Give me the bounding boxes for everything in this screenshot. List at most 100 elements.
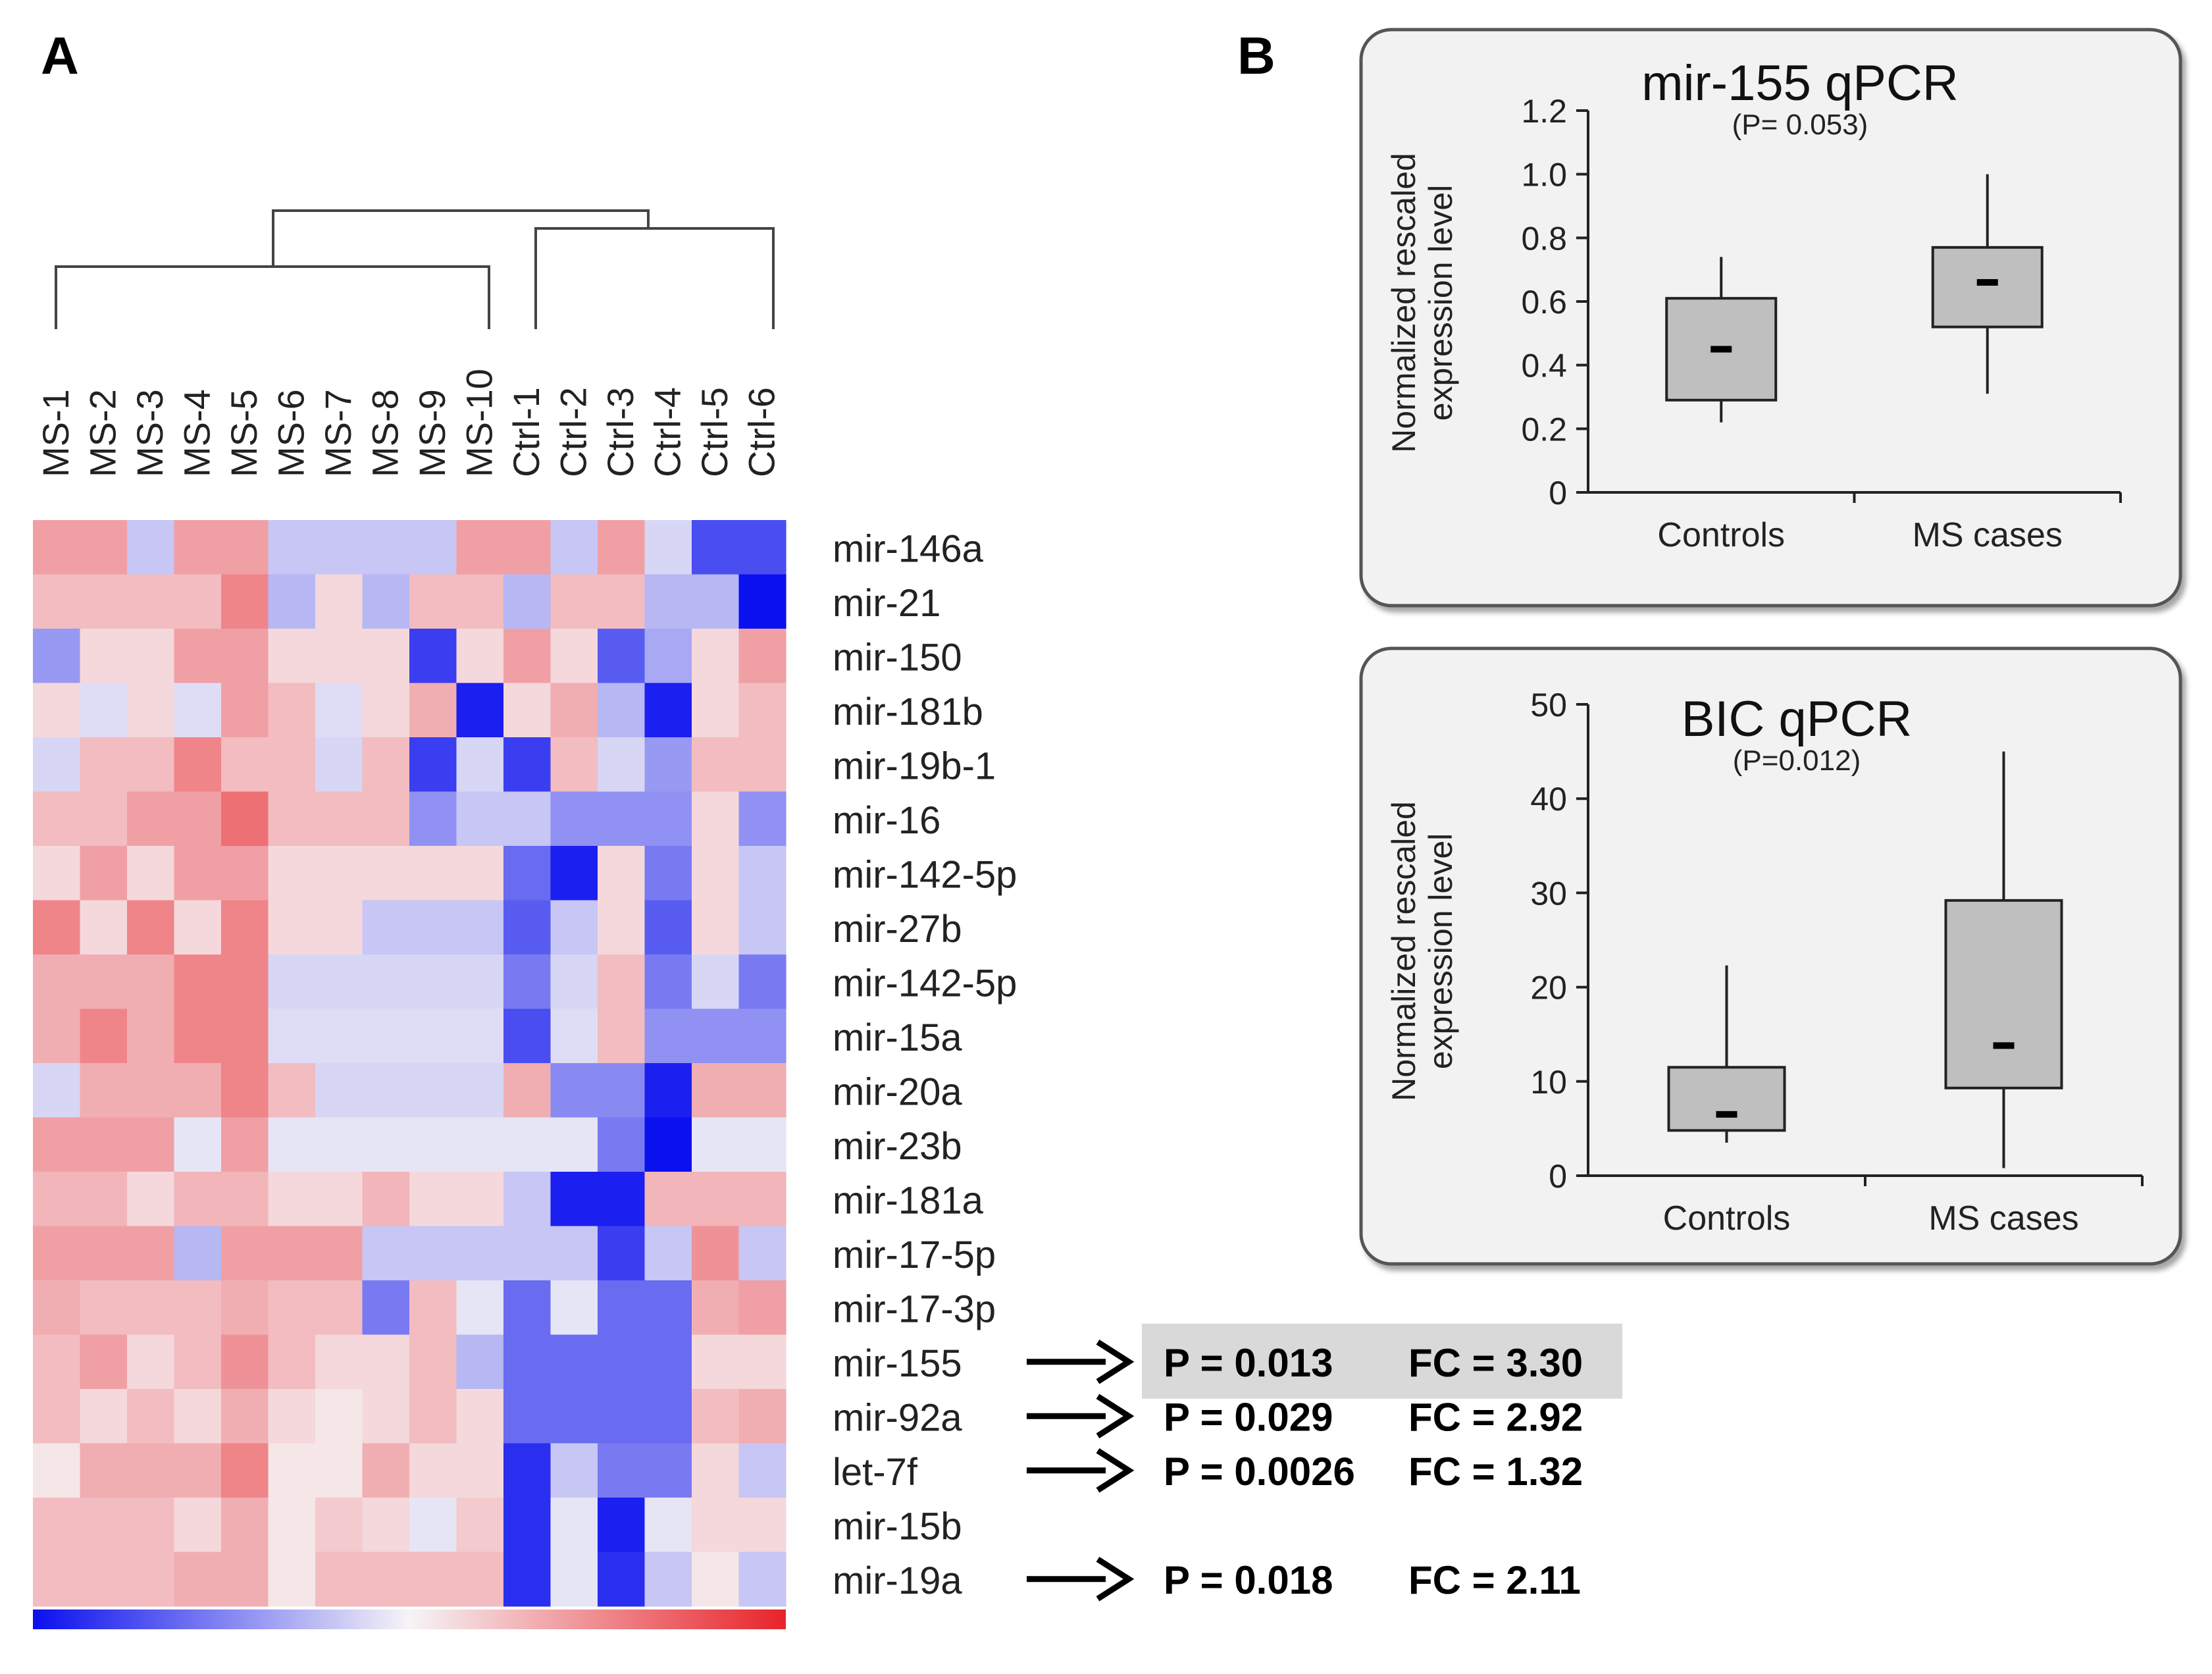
heatmap-cell bbox=[221, 1443, 269, 1498]
heatmap-cell bbox=[268, 629, 316, 684]
heatmap-cell bbox=[550, 1498, 598, 1553]
heatmap-cell bbox=[80, 574, 128, 629]
heatmap-cell bbox=[409, 1443, 457, 1498]
heatmap-cell bbox=[598, 683, 646, 738]
heatmap-cell bbox=[692, 629, 740, 684]
mirna-label: mir-21 bbox=[833, 582, 940, 625]
heatmap-cell bbox=[33, 1334, 81, 1390]
heatmap-cell bbox=[738, 1117, 786, 1172]
heatmap-cell bbox=[503, 520, 552, 575]
heatmap-cell bbox=[409, 520, 457, 575]
heatmap-cell bbox=[315, 683, 363, 738]
y-tick-label: 1.2 bbox=[1521, 93, 1567, 130]
heatmap-cell bbox=[221, 683, 269, 738]
sample-label: Ctrl-5 bbox=[694, 387, 735, 477]
heatmap-cell bbox=[268, 1117, 316, 1172]
heatmap-cell bbox=[33, 1117, 81, 1172]
heatmap-cell bbox=[456, 1008, 504, 1064]
p-value-label: P = 0.029 bbox=[1164, 1395, 1333, 1439]
heatmap-cell bbox=[598, 1008, 646, 1064]
heatmap-cell bbox=[409, 900, 457, 955]
heatmap-cell bbox=[598, 791, 646, 847]
heatmap-cell bbox=[127, 1443, 175, 1498]
heatmap-cell bbox=[598, 1117, 646, 1172]
heatmap-cell bbox=[738, 1172, 786, 1227]
heatmap-cell bbox=[174, 791, 222, 847]
heatmap-cell bbox=[738, 846, 786, 901]
heatmap-cell bbox=[33, 1063, 81, 1118]
heatmap-cell bbox=[598, 520, 646, 575]
heatmap-cell bbox=[362, 900, 410, 955]
heatmap-cell bbox=[33, 1443, 81, 1498]
heatmap-cell bbox=[456, 1498, 504, 1553]
heatmap-cell bbox=[174, 574, 222, 629]
heatmap-cell bbox=[644, 629, 692, 684]
heatmap-cell bbox=[456, 1443, 504, 1498]
heatmap-cell bbox=[550, 955, 598, 1010]
heatmap-cell bbox=[127, 1117, 175, 1172]
y-tick-label: 1.0 bbox=[1521, 157, 1567, 194]
heatmap-cell bbox=[33, 1498, 81, 1553]
y-tick-label: 10 bbox=[1530, 1064, 1567, 1101]
fold-change-label: FC = 2.11 bbox=[1408, 1558, 1581, 1602]
heatmap-cell bbox=[644, 1226, 692, 1281]
stats-annotations: P = 0.013 FC = 3.30 P = 0.029 FC = 2.92 P = … bbox=[1027, 1323, 1622, 1602]
heatmap-cell bbox=[221, 791, 269, 847]
arrow-head bbox=[1096, 1556, 1135, 1602]
arrow-head bbox=[1096, 1448, 1135, 1493]
heatmap-cell bbox=[692, 1443, 740, 1498]
heatmap-cell bbox=[315, 846, 363, 901]
heatmap-cell bbox=[80, 1334, 128, 1390]
y-tick-label: 0.2 bbox=[1521, 411, 1567, 448]
heatmap-cell bbox=[550, 629, 598, 684]
heatmap-cell bbox=[268, 1280, 316, 1336]
heatmap-cell bbox=[221, 1226, 269, 1281]
heatmap-cell bbox=[268, 955, 316, 1010]
heatmap-cell bbox=[692, 1172, 740, 1227]
heatmap-cell bbox=[127, 683, 175, 738]
heatmap-cell bbox=[456, 1226, 504, 1281]
heatmap-cell bbox=[644, 1552, 692, 1607]
heatmap-cell bbox=[644, 846, 692, 901]
heatmap-cell bbox=[33, 1389, 81, 1444]
heatmap-cell bbox=[174, 1226, 222, 1281]
heatmap-cell bbox=[362, 574, 410, 629]
heatmap-cell bbox=[456, 955, 504, 1010]
heatmap-cell bbox=[80, 1008, 128, 1064]
heatmap-cell bbox=[315, 791, 363, 847]
mirna-label: mir-16 bbox=[833, 799, 940, 842]
heatmap-cell bbox=[80, 955, 128, 1010]
heatmap-cell bbox=[221, 846, 269, 901]
heatmap-cell bbox=[221, 1117, 269, 1172]
heatmap-cell bbox=[503, 1226, 552, 1281]
heatmap-cell bbox=[80, 1063, 128, 1118]
heatmap-cell bbox=[738, 737, 786, 793]
heatmap-cell bbox=[456, 1172, 504, 1227]
mirna-label: mir-15a bbox=[833, 1016, 962, 1059]
heatmap-cell bbox=[598, 629, 646, 684]
heatmap-cell bbox=[33, 955, 81, 1010]
sample-label: Ctrl-3 bbox=[600, 387, 641, 477]
heatmap-cell bbox=[644, 1063, 692, 1118]
heatmap-cell bbox=[315, 900, 363, 955]
heatmap-cell bbox=[456, 1063, 504, 1118]
heatmap-cell bbox=[362, 791, 410, 847]
p-value-label: P = 0.018 bbox=[1164, 1558, 1333, 1602]
mirna-label: mir-27b bbox=[833, 908, 962, 951]
p-value-label: P = 0.013 bbox=[1164, 1341, 1333, 1385]
heatmap-cell bbox=[550, 1443, 598, 1498]
fold-change-label: FC = 3.30 bbox=[1408, 1341, 1583, 1385]
heatmap-cell bbox=[692, 1280, 740, 1336]
heatmap-cell bbox=[174, 683, 222, 738]
heatmap-cell bbox=[221, 1389, 269, 1444]
heatmap-cell bbox=[174, 1389, 222, 1444]
heatmap-cell bbox=[644, 1172, 692, 1227]
heatmap-cell bbox=[362, 683, 410, 738]
heatmap-cell bbox=[174, 846, 222, 901]
heatmap-cell bbox=[550, 1117, 598, 1172]
heatmap-cell bbox=[456, 683, 504, 738]
heatmap-cell bbox=[456, 1552, 504, 1607]
heatmap-cell bbox=[598, 737, 646, 793]
heatmap-cell bbox=[80, 1117, 128, 1172]
heatmap-cell bbox=[174, 1280, 222, 1336]
